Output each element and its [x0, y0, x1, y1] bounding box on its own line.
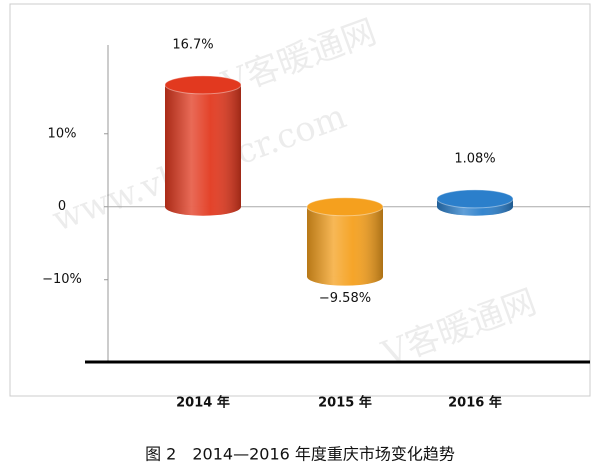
plot-frame: [9, 3, 591, 397]
bar-top: [306, 197, 384, 217]
x-tick-label: 2015 年: [318, 395, 372, 411]
x-tick-label: 2014 年: [176, 395, 230, 411]
value-label: −9.58%: [319, 291, 371, 306]
caption: 图 2 2014—2016 年度重庆市场变化趋势: [145, 445, 455, 464]
y-tick-label: −10%: [42, 272, 82, 287]
x-tick-label: 2016 年: [448, 395, 502, 411]
y-tick-label: 0: [58, 199, 66, 214]
y-tick-label: 10%: [48, 126, 77, 141]
bar-shade: [165, 84, 241, 207]
value-label: 16.7%: [172, 37, 213, 52]
bar-shade: [307, 206, 383, 277]
bar-top: [436, 189, 514, 209]
value-label: 1.08%: [454, 151, 495, 166]
bar-top: [164, 75, 242, 95]
